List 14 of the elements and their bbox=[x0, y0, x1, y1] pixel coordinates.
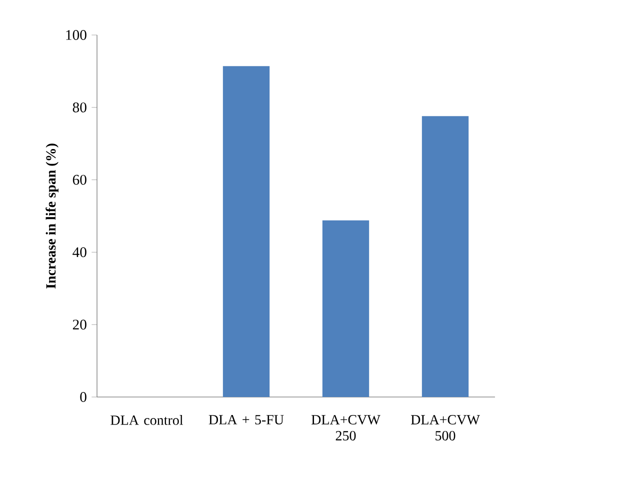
y-tick-label: 20 bbox=[72, 320, 86, 330]
bar bbox=[322, 220, 370, 397]
y-tick-label: 80 bbox=[72, 102, 86, 112]
y-tick-label: 40 bbox=[72, 247, 86, 258]
x-tick-label: DLA control bbox=[110, 415, 184, 425]
y-tick-label: 0 bbox=[80, 392, 86, 402]
y-axis-title: Increase in life span (%) bbox=[46, 144, 58, 288]
y-tick-label: 60 bbox=[72, 174, 86, 185]
x-tick-label: DLA + 5-FU bbox=[208, 415, 284, 424]
x-tick-label: DLA+CVW 500 bbox=[410, 415, 480, 440]
bar bbox=[422, 116, 469, 397]
bar bbox=[222, 66, 270, 397]
y-tick-label: 100 bbox=[66, 30, 86, 40]
x-tick-label: DLA+CVW 250 bbox=[311, 415, 380, 440]
